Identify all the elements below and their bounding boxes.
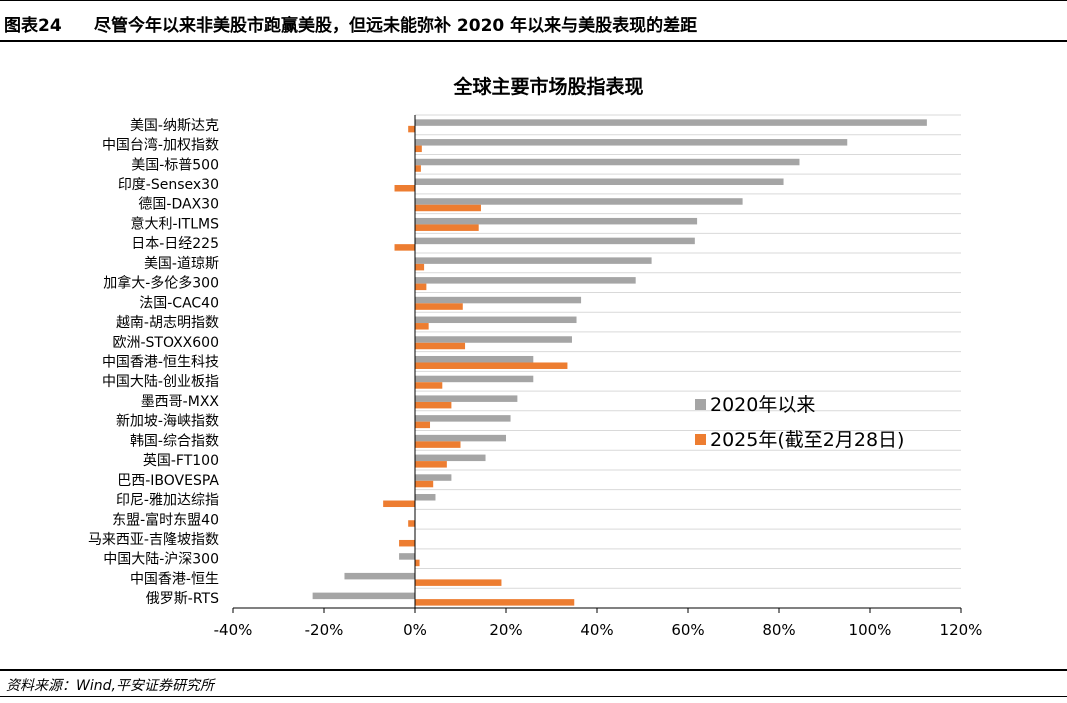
figure-header: 图表24 尽管今年以来非美股市跑赢美股，但远未能弥补 2020 年以来与美股表现… — [0, 0, 1067, 42]
figure-number: 图表24 — [4, 16, 62, 36]
bar-2025 — [408, 125, 415, 133]
bar-2025 — [415, 382, 443, 389]
bar-2020 — [312, 592, 415, 600]
category-label: 韩国-综合指数 — [130, 433, 219, 449]
category-label: 俄罗斯-RTS — [146, 591, 219, 607]
bar-2020 — [415, 257, 652, 264]
bar-2025 — [415, 441, 461, 448]
x-tick-label: -40% — [214, 621, 253, 639]
bar-2025 — [415, 559, 420, 567]
bar-2020 — [415, 139, 848, 146]
legend-label-2025: 2025年(截至2月28日) — [710, 429, 904, 451]
bar-2025 — [415, 362, 568, 369]
bar-2025 — [415, 599, 575, 606]
category-label: 印尼-雅加达综指 — [116, 493, 219, 509]
category-label: 中国大陆-创业板指 — [102, 374, 219, 390]
bar-2020 — [415, 454, 486, 462]
legend-label-2020: 2020年以来 — [710, 394, 815, 416]
bar-2020 — [415, 434, 506, 442]
category-label: 美国-道琼斯 — [144, 256, 219, 272]
source-text: 资料来源：Wind,平安证券研究所 — [6, 678, 214, 694]
x-tick-label: 80% — [762, 621, 795, 639]
bar-2020 — [415, 296, 582, 304]
category-label: 东盟-富时东盟40 — [112, 511, 219, 528]
category-label: 越南-胡志明指数 — [116, 315, 219, 331]
bar-2025 — [415, 283, 427, 291]
bar-2025 — [399, 539, 415, 547]
bar-2025 — [415, 303, 463, 310]
legend-swatch-2025 — [695, 434, 706, 445]
x-tick-label: 20% — [489, 621, 522, 639]
figure-caption: 尽管今年以来非美股市跑赢美股，但远未能弥补 2020 年以来与美股表现的差距 — [94, 16, 698, 36]
legend-swatch-2020 — [695, 399, 706, 410]
bar-2025 — [415, 579, 502, 586]
x-tick-label: 100% — [849, 621, 892, 639]
category-label: 德国-DAX30 — [138, 197, 219, 213]
bar-2020 — [415, 178, 784, 185]
category-label: 欧洲-STOXX600 — [112, 335, 219, 351]
bar-2025 — [415, 145, 422, 153]
category-label: 中国台湾-加权指数 — [102, 137, 219, 154]
bar-2025 — [394, 184, 415, 192]
bar-2025 — [415, 342, 466, 350]
x-tick-label: 0% — [403, 621, 427, 639]
category-label: 新加坡-海峡指数 — [116, 414, 219, 430]
category-label: 美国-纳斯达克 — [130, 118, 219, 134]
category-label: 美国-标普500 — [131, 157, 219, 173]
bar-2020 — [415, 375, 534, 383]
bar-2025 — [415, 224, 479, 231]
bar-2020 — [415, 415, 511, 422]
x-tick-label: 120% — [940, 621, 983, 639]
category-label: 印度-Sensex30 — [118, 177, 219, 193]
bar-2020 — [415, 198, 743, 205]
bar-2020 — [415, 336, 572, 343]
bar-2025 — [415, 165, 421, 172]
category-label: 中国香港-恒生 — [130, 571, 219, 587]
bar-2020 — [415, 316, 577, 324]
category-label: 英国-FT100 — [143, 452, 219, 469]
bar-2025 — [415, 263, 425, 271]
category-label: 法国-CAC40 — [139, 295, 219, 311]
bar-2020 — [415, 355, 534, 363]
bar-2020 — [415, 119, 927, 126]
category-label: 中国香港-恒生科技 — [102, 355, 219, 371]
category-label: 马来西亚-吉隆坡指数 — [88, 532, 219, 548]
bar-2020 — [415, 217, 698, 225]
x-tick-label: -20% — [305, 621, 344, 639]
bar-2020 — [399, 553, 415, 560]
x-tick-label: 40% — [580, 621, 613, 639]
bar-2020 — [344, 572, 415, 580]
source-footer: 资料来源：Wind,平安证券研究所 — [0, 669, 1067, 697]
category-label: 意大利-ITLMS — [131, 215, 220, 232]
x-tick-label: 60% — [671, 621, 704, 639]
category-label: 墨西哥-MXX — [141, 394, 220, 410]
bar-2020 — [415, 474, 452, 481]
bar-2020 — [415, 494, 436, 501]
bar-2025 — [408, 520, 415, 527]
bar-2025 — [415, 461, 447, 468]
category-label: 日本-日经225 — [131, 236, 219, 252]
chart-title: 全球主要市场股指表现 — [453, 76, 644, 98]
category-label: 巴西-IBOVESPA — [117, 473, 219, 489]
bar-2025 — [415, 323, 429, 330]
category-label: 加拿大-多伦多300 — [103, 275, 219, 292]
bar-2020 — [415, 237, 695, 245]
bar-2020 — [415, 158, 800, 166]
bar-2020 — [415, 395, 518, 402]
bar-2025 — [415, 480, 434, 488]
bar-2025 — [415, 401, 452, 409]
category-label: 中国大陆-沪深300 — [103, 552, 219, 568]
bar-2025 — [383, 500, 415, 508]
bar-2025 — [415, 421, 431, 429]
bar-2020 — [415, 277, 636, 284]
bar-2025 — [415, 204, 481, 212]
bar-2025 — [394, 244, 415, 251]
